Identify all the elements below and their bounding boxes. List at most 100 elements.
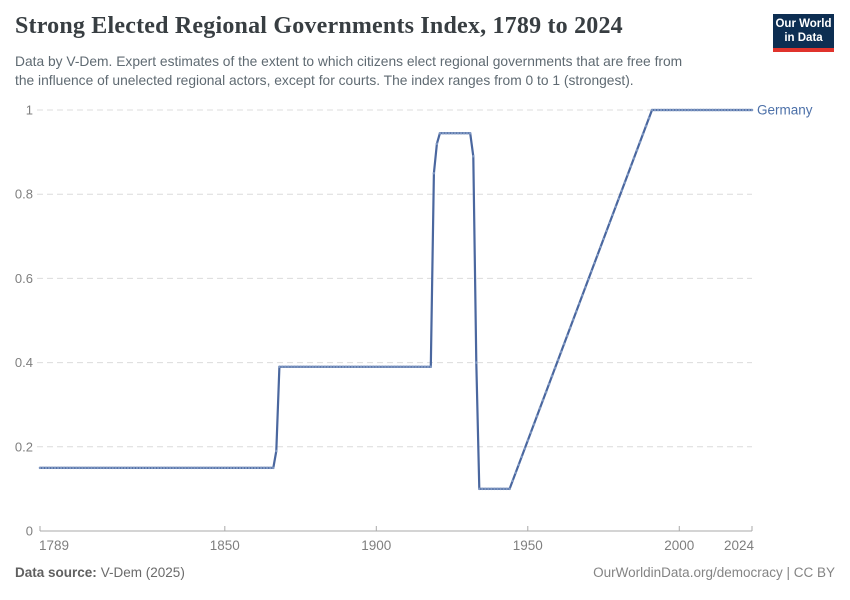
data-point-marker [717, 108, 720, 112]
data-point-marker [702, 108, 705, 112]
data-point-marker [365, 365, 369, 369]
data-point-marker [111, 466, 114, 470]
data-point-marker [478, 487, 481, 491]
data-point-marker [338, 365, 342, 369]
data-point-marker [256, 466, 260, 470]
data-point-marker [241, 466, 245, 470]
data-point-marker [181, 466, 184, 470]
data-point-marker [96, 466, 99, 470]
data-point-marker [496, 487, 499, 491]
data-point-marker [611, 213, 614, 217]
data-point-marker [426, 365, 430, 369]
data-point-marker [296, 365, 299, 369]
data-point-marker [359, 365, 363, 369]
data-point-marker [53, 466, 57, 470]
data-point-marker [647, 116, 651, 120]
data-point-marker [462, 131, 466, 135]
data-point-marker [568, 326, 572, 329]
data-point-marker [493, 487, 496, 491]
data-point-marker [411, 365, 414, 369]
data-point-marker [350, 365, 354, 369]
data-point-marker [614, 205, 617, 208]
data-point-marker [711, 108, 714, 112]
data-point-marker [93, 466, 96, 470]
data-point-marker [299, 365, 302, 369]
data-point-marker [172, 466, 175, 470]
data-point-marker [502, 487, 505, 491]
data-point-marker [202, 466, 205, 470]
data-point-marker [523, 447, 527, 450]
data-point-marker [293, 365, 296, 369]
data-point-marker [468, 131, 472, 135]
data-point-marker [599, 245, 602, 249]
data-point-marker [314, 365, 317, 369]
data-point-marker [114, 466, 117, 470]
data-source-label: Data source: [15, 565, 97, 580]
owid-logo[interactable]: Our World in Data [773, 14, 834, 52]
data-point-marker [344, 365, 348, 369]
data-point-marker [72, 466, 75, 470]
data-point-marker [244, 466, 248, 470]
data-point-marker [465, 131, 469, 135]
data-point-marker [323, 365, 327, 369]
data-point-marker [396, 365, 399, 369]
data-point-marker [335, 365, 339, 369]
data-point-marker [675, 108, 678, 112]
data-point-marker [217, 466, 221, 470]
data-point-marker [362, 365, 366, 369]
data-point-marker [693, 108, 696, 112]
data-point-marker [402, 365, 405, 369]
data-point-marker [678, 108, 681, 112]
data-point-marker [353, 365, 357, 369]
data-point-marker [175, 466, 178, 470]
data-point-marker [84, 466, 87, 470]
data-point-marker [393, 365, 396, 369]
data-source-value: V-Dem (2025) [100, 565, 185, 580]
data-point-marker [432, 171, 436, 175]
data-point-marker [135, 466, 139, 470]
data-point-marker [62, 466, 66, 470]
subtitle-line-1: Data by V-Dem. Expert estimates of the e… [15, 54, 683, 69]
data-point-marker [459, 131, 463, 135]
data-point-marker [341, 365, 345, 369]
data-point-marker [329, 365, 333, 369]
data-point-marker [526, 439, 530, 442]
series-line-germany[interactable] [38, 108, 754, 490]
data-point-marker [605, 229, 608, 233]
data-point-marker [490, 487, 493, 491]
data-point-marker [659, 108, 663, 112]
data-point-marker [726, 108, 730, 112]
footer-citation[interactable]: OurWorldinData.org/democracy | CC BY [593, 565, 835, 580]
data-point-marker [635, 149, 639, 152]
data-point-marker [159, 466, 163, 470]
data-point-marker [653, 108, 657, 112]
data-point-marker [629, 165, 633, 168]
data-point-marker [281, 365, 284, 369]
data-point-marker [699, 108, 702, 112]
data-point-marker [253, 466, 257, 470]
data-point-marker [305, 365, 308, 369]
data-point-marker [399, 365, 402, 369]
data-point-marker [475, 361, 478, 364]
data-point-marker [429, 365, 433, 369]
data-point-marker [626, 173, 630, 176]
data-point-marker [56, 466, 60, 470]
data-point-marker [714, 108, 717, 112]
data-point-marker [508, 487, 511, 491]
data-point-marker [668, 108, 672, 112]
data-point-marker [302, 365, 305, 369]
entity-label[interactable]: Germany [757, 103, 813, 118]
logo-line-2: in Data [784, 31, 823, 44]
data-point-marker [320, 365, 324, 369]
data-point-marker [681, 108, 684, 112]
data-point-marker [423, 365, 427, 369]
data-point-marker [514, 471, 517, 475]
data-point-marker [447, 131, 451, 135]
data-point-marker [44, 466, 48, 470]
data-point-marker [529, 431, 533, 434]
data-point-marker [378, 365, 381, 369]
data-point-marker [414, 365, 417, 369]
data-point-marker [590, 269, 593, 273]
data-point-marker [126, 466, 130, 470]
data-point-marker [50, 466, 54, 470]
